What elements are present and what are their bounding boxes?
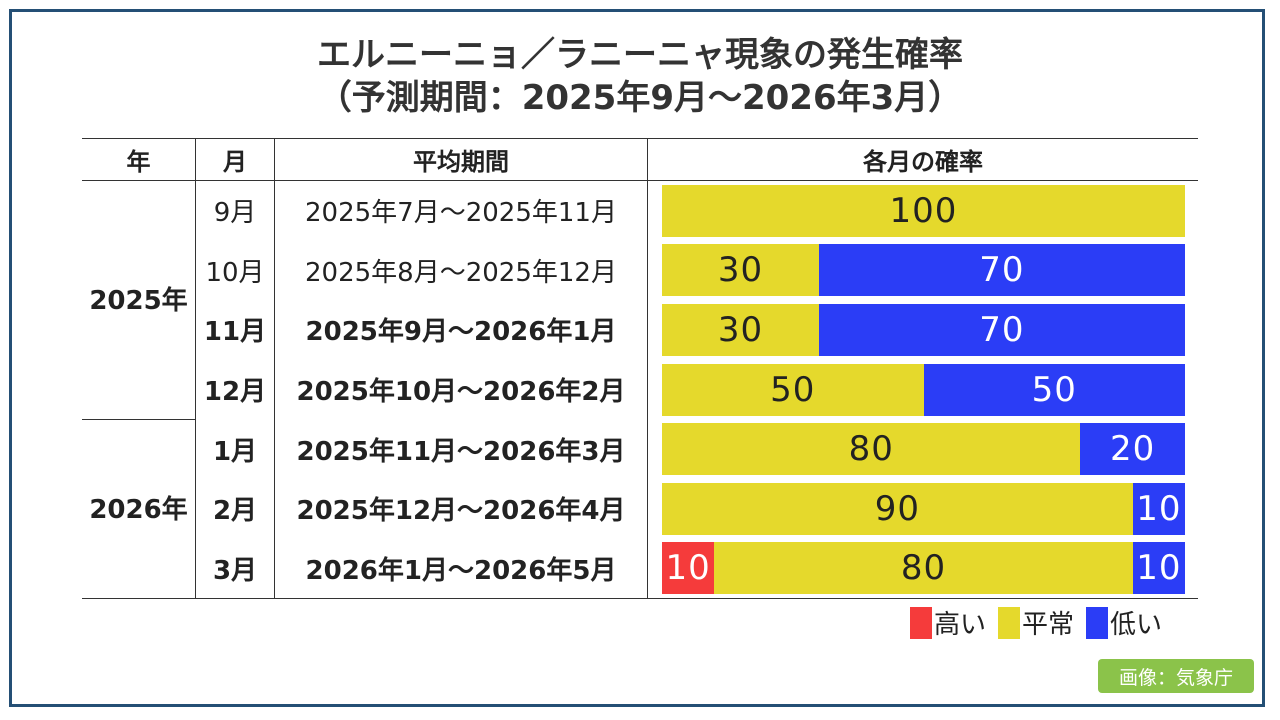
period-label: 2025年10月～2026年2月 <box>296 377 626 408</box>
month-label: 12月 <box>203 377 267 408</box>
bar-segment-normal: 100 <box>662 184 1185 237</box>
header-bottom-rule <box>82 180 1198 181</box>
probability-bar: 100 <box>662 184 1185 237</box>
legend-label-low: 低い <box>1110 610 1163 640</box>
bar-segment-normal: 80 <box>714 542 1133 595</box>
bar-segment-low: 10 <box>1132 482 1185 535</box>
header-probability: 各月の確率 <box>863 148 983 176</box>
month-label: 9月 <box>213 198 257 229</box>
probability-bar: 80 20 <box>662 423 1185 476</box>
legend-swatch-high <box>910 606 932 639</box>
year-label-2025: 2025年 <box>89 285 188 316</box>
month-label: 3月 <box>212 555 258 586</box>
probability-bar: 30 70 <box>662 304 1185 356</box>
period-label: 2025年8月～2025年12月 <box>305 257 617 288</box>
col-divider-month <box>274 138 275 599</box>
legend-label-high: 高い <box>934 610 987 640</box>
header-year: 年 <box>126 148 151 176</box>
bar-segment-high: 10 <box>662 542 715 595</box>
col-divider-period <box>647 138 648 599</box>
table-top-rule <box>82 138 1198 139</box>
chart-subtitle: （予測期間：2025年9月～2026年3月） <box>317 78 963 118</box>
bar-segment-normal: 30 <box>662 304 819 356</box>
bar-segment-low: 10 <box>1132 542 1185 595</box>
legend-item-normal: 平常 <box>998 604 1074 641</box>
month-label: 1月 <box>212 436 258 467</box>
bar-segment-normal: 90 <box>662 482 1133 535</box>
period-label: 2026年1月～2026年5月 <box>305 555 617 586</box>
outer-frame <box>9 9 1265 707</box>
legend-label-normal: 平常 <box>1022 610 1075 640</box>
legend: 高い 平常 低い <box>910 604 1174 641</box>
bar-segment-low: 70 <box>818 304 1185 356</box>
period-label: 2025年7月～2025年11月 <box>305 198 617 229</box>
month-label: 2月 <box>212 496 258 527</box>
chart-title: エルニーニョ／ラニーニャ現象の発生確率 <box>317 35 963 75</box>
bar-segment-normal: 80 <box>662 423 1081 476</box>
period-label: 2025年12月～2026年4月 <box>296 496 626 527</box>
period-label: 2025年11月～2026年3月 <box>296 436 626 467</box>
header-month: 月 <box>223 148 247 176</box>
legend-swatch-low <box>1086 606 1109 639</box>
bar-segment-normal: 30 <box>662 244 819 297</box>
bar-segment-low: 20 <box>1080 423 1185 476</box>
bar-segment-normal: 50 <box>662 363 924 416</box>
legend-swatch-normal <box>998 606 1021 639</box>
header-period: 平均期間 <box>413 148 509 176</box>
legend-item-low: 低い <box>1086 604 1162 641</box>
bar-segment-low: 50 <box>923 363 1185 416</box>
month-label: 10月 <box>205 257 265 288</box>
probability-bar: 50 50 <box>662 363 1185 416</box>
table-bottom-rule <box>82 598 1198 599</box>
year-label-2026: 2026年 <box>89 494 188 525</box>
image-credit-badge: 画像：気象庁 <box>1098 659 1254 693</box>
legend-item-high: 高い <box>910 604 986 641</box>
probability-bar: 30 70 <box>662 244 1185 297</box>
year-divider-rule <box>82 419 196 420</box>
period-label: 2025年9月～2026年1月 <box>305 317 617 348</box>
probability-bar: 90 10 <box>662 482 1185 535</box>
bar-segment-low: 70 <box>818 244 1185 297</box>
col-divider-year <box>195 138 196 599</box>
probability-bar: 10 80 10 <box>662 542 1185 595</box>
month-label: 11月 <box>203 317 267 348</box>
